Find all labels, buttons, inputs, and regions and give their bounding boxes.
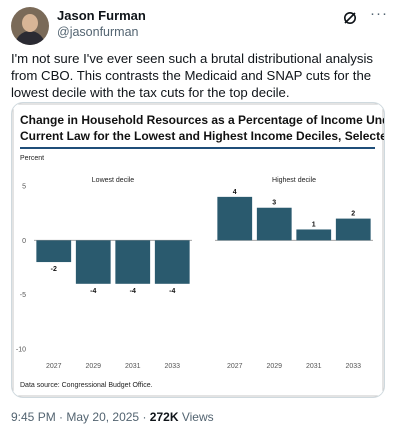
panel-subtitle: Lowest decile xyxy=(92,177,135,184)
bar xyxy=(154,240,190,284)
more-icon[interactable]: ··· xyxy=(370,5,388,22)
tweet-text: I'm not sure I've ever seen such a bruta… xyxy=(11,51,374,100)
y-tick-label: -10 xyxy=(16,347,26,354)
bar xyxy=(335,218,371,241)
views-count[interactable]: 272K xyxy=(149,410,179,424)
bar-value-label: -4 xyxy=(169,288,175,295)
chart-svg: Change in Household Resources as a Perce… xyxy=(12,103,385,397)
bar-value-label: 1 xyxy=(312,221,316,228)
meta-separator-2: · xyxy=(142,410,147,424)
bar xyxy=(217,196,253,241)
bar xyxy=(36,240,72,263)
bar-value-label: -4 xyxy=(130,288,136,295)
plot-area: 5 0 -5 -10 Lowest decile -2 2027 -4 2029 -4 2031 -4… xyxy=(16,177,373,370)
bar xyxy=(75,240,111,284)
meta-separator: · xyxy=(59,410,64,424)
grok-icon[interactable] xyxy=(342,10,358,26)
chart-image[interactable]: Change in Household Resources as a Perce… xyxy=(11,102,385,398)
bar xyxy=(115,240,151,284)
x-tick-label: 2027 xyxy=(227,363,243,370)
x-tick-label: 2031 xyxy=(125,363,141,370)
x-tick-label: 2033 xyxy=(164,363,180,370)
chart-source: Data source: Congressional Budget Office… xyxy=(20,382,153,389)
y-axis-label: Percent xyxy=(20,155,44,162)
bar xyxy=(256,207,292,241)
author-name[interactable]: Jason Furman xyxy=(57,8,146,23)
chart-title-line-2: Current Law for the Lowest and Highest I… xyxy=(20,129,385,143)
bar-value-label: 3 xyxy=(272,200,276,207)
y-tick-label: -5 xyxy=(20,292,26,299)
panel-subtitle: Highest decile xyxy=(272,177,316,184)
x-tick-label: 2033 xyxy=(345,363,361,370)
chart-title-line-1: Change in Household Resources as a Perce… xyxy=(20,113,385,127)
x-tick-label: 2029 xyxy=(266,363,282,370)
bar-value-label: -2 xyxy=(51,266,57,273)
tweet-time[interactable]: 9:45 PM xyxy=(11,410,56,424)
tweet-meta: 9:45 PM · May 20, 2025 · 272K Views xyxy=(11,410,214,424)
views-label: Views xyxy=(181,410,214,424)
bar xyxy=(296,229,332,241)
x-tick-label: 2031 xyxy=(306,363,322,370)
avatar[interactable] xyxy=(11,7,49,45)
tweet-date[interactable]: May 20, 2025 xyxy=(66,410,140,424)
author-handle[interactable]: @jasonfurman xyxy=(57,25,139,39)
y-tick-label: 5 xyxy=(22,184,26,191)
y-tick-label: 0 xyxy=(22,238,26,245)
bar-value-label: 2 xyxy=(351,211,355,218)
bar-value-label: -4 xyxy=(90,288,96,295)
x-tick-label: 2027 xyxy=(46,363,62,370)
bar-value-label: 4 xyxy=(233,189,237,196)
x-tick-label: 2029 xyxy=(85,363,101,370)
